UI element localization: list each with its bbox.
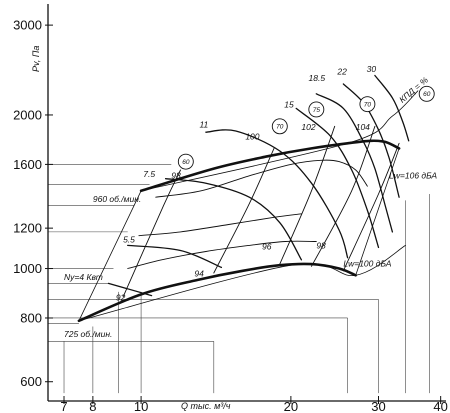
efficiency-marker-circle-3 [359,96,376,113]
annotation-16: 104 [356,122,370,132]
efficiency-marker-label-0: 60 [182,159,190,166]
power-curve-9 [205,129,349,259]
efficiency-marker-2: 75 [308,101,325,118]
annotation-4: 18.5 [309,73,326,83]
x-axis-label: Q тыс. м³/ч [181,401,231,411]
speed-curve-2 [78,190,142,322]
annotation-6: 30 [367,64,377,74]
power-curve-10 [295,107,380,249]
y-tick-label-0: 600 [20,374,42,389]
power-curve-11 [315,93,394,233]
annotation-14: 100 [245,132,259,142]
power-curve-7 [127,244,223,269]
axes [47,4,446,402]
x-tick-label-0: 7 [60,399,67,413]
main-curve-1 [77,262,357,323]
annotation-7: Ny=4 Квт [64,272,103,282]
y-tick-label-6: 3000 [13,18,42,33]
power-curve-6 [107,282,153,297]
y-tick-label-3: 1200 [13,221,42,236]
annotation-1: 5.5 [123,234,135,244]
power-curve-8 [164,178,303,261]
annotation-19: 94 [194,268,204,278]
annotation-18: 98 [316,240,326,250]
x-tick-label-5: 40 [433,399,447,413]
annotation-5: 22 [336,67,347,77]
x-tick-label-1: 8 [89,399,96,413]
efficiency-curve-19 [155,159,368,198]
efficiency-marker-4: 60 [418,85,435,102]
annotation-3: 15 [284,99,294,109]
power-curve-12 [342,83,400,198]
efficiency-marker-circle-4 [418,85,435,102]
efficiency-marker-circle-2 [308,101,325,118]
efficiency-curve-18 [342,142,400,272]
efficiency-marker-label-4: 60 [423,91,431,98]
annotation-9: 725 об./мин. [64,329,112,339]
y-axis-label: Pv, Па [31,46,41,72]
reference-lines [48,164,430,394]
y-tick-label-2: 1000 [13,261,42,276]
speed-curve-3 [355,148,400,276]
power-curve-13 [374,74,410,142]
y-tick-label-1: 800 [20,310,42,325]
efficiency-marker-label-3: 70 [364,101,372,108]
speed-curve-5 [78,245,406,322]
annotation-17: 96 [262,241,272,251]
y-tick-label-5: 2000 [13,107,42,122]
efficiency-curve-20 [138,213,302,237]
efficiency-marker-1: 70 [271,118,288,135]
efficiency-marker-circle-1 [271,118,288,135]
annotation-2: 11 [199,119,208,129]
efficiency-marker-label-1: 70 [276,124,284,131]
efficiency-curve-14 [122,169,181,298]
efficiency-marker-3: 70 [359,96,376,113]
x-tick-label-3: 20 [284,399,298,413]
annotation-13: 98 [171,171,181,181]
annotation-0: 7.5 [143,169,155,179]
efficiency-curve-21 [127,240,317,269]
y-tick-label-4: 1600 [13,157,42,172]
annotation-8: 960 об./мин. [93,194,141,204]
efficiency-marker-0: 60 [177,153,194,170]
x-tick-label-4: 30 [371,399,385,413]
annotation-20: 92 [116,293,126,303]
ticks: 7 8 10 20 30 40 600 800 1000 1200 1600 2000 3000 [13,18,448,413]
efficiency-marker-circle-0 [177,153,194,170]
curves [77,74,419,323]
efficiency-curve-15 [213,147,275,274]
speed-curve-4 [140,90,419,192]
annotation-10: Lw=106 дБА [389,171,437,181]
annotation-11: Lw=100 дБА [343,258,391,268]
efficiency-curve-17 [311,125,376,267]
efficiency-marker-label-2: 75 [313,107,321,114]
efficiency-curve-16 [279,125,336,265]
x-tick-label-2: 10 [134,399,148,413]
annotation-15: 102 [301,122,315,132]
